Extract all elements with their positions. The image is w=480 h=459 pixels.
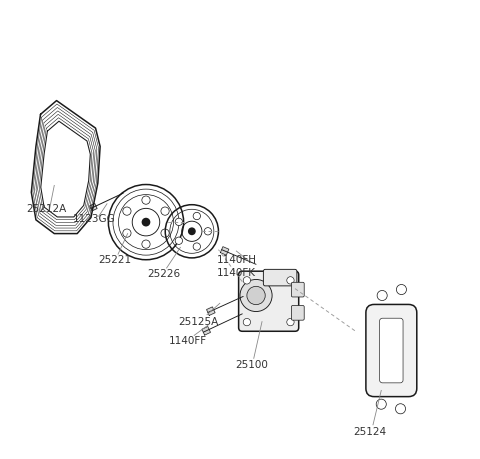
- Text: 1140FF: 1140FF: [169, 335, 207, 345]
- Text: 25100: 25100: [235, 359, 268, 369]
- Circle shape: [396, 404, 406, 414]
- Circle shape: [189, 229, 195, 235]
- FancyBboxPatch shape: [380, 319, 403, 383]
- Polygon shape: [202, 327, 211, 336]
- Circle shape: [396, 285, 407, 295]
- Circle shape: [193, 243, 201, 251]
- Circle shape: [287, 277, 294, 285]
- Circle shape: [123, 207, 131, 216]
- FancyBboxPatch shape: [291, 283, 304, 297]
- Text: 1123GG: 1123GG: [72, 213, 115, 223]
- Circle shape: [142, 219, 150, 226]
- Circle shape: [175, 238, 182, 245]
- FancyBboxPatch shape: [366, 305, 417, 397]
- Circle shape: [243, 319, 251, 326]
- FancyBboxPatch shape: [291, 306, 304, 320]
- Polygon shape: [206, 307, 215, 316]
- Polygon shape: [90, 204, 97, 212]
- FancyBboxPatch shape: [239, 272, 299, 331]
- Text: 25124: 25124: [354, 426, 387, 436]
- Circle shape: [287, 319, 294, 326]
- Polygon shape: [220, 247, 229, 256]
- Text: 25226: 25226: [147, 268, 180, 278]
- Circle shape: [377, 291, 387, 301]
- Circle shape: [123, 230, 131, 238]
- Circle shape: [243, 277, 251, 285]
- Text: 25212A: 25212A: [27, 204, 67, 214]
- Circle shape: [247, 287, 265, 305]
- Circle shape: [161, 230, 169, 238]
- Circle shape: [142, 196, 150, 205]
- Circle shape: [175, 218, 182, 226]
- Circle shape: [161, 207, 169, 216]
- Text: 25125A: 25125A: [178, 316, 218, 326]
- Circle shape: [376, 399, 386, 409]
- Circle shape: [142, 241, 150, 249]
- Circle shape: [204, 228, 212, 235]
- Circle shape: [240, 280, 272, 312]
- Circle shape: [193, 213, 201, 220]
- Text: 1140FH
1140FK: 1140FH 1140FK: [217, 255, 257, 277]
- Text: 25221: 25221: [98, 254, 131, 264]
- FancyBboxPatch shape: [264, 270, 297, 286]
